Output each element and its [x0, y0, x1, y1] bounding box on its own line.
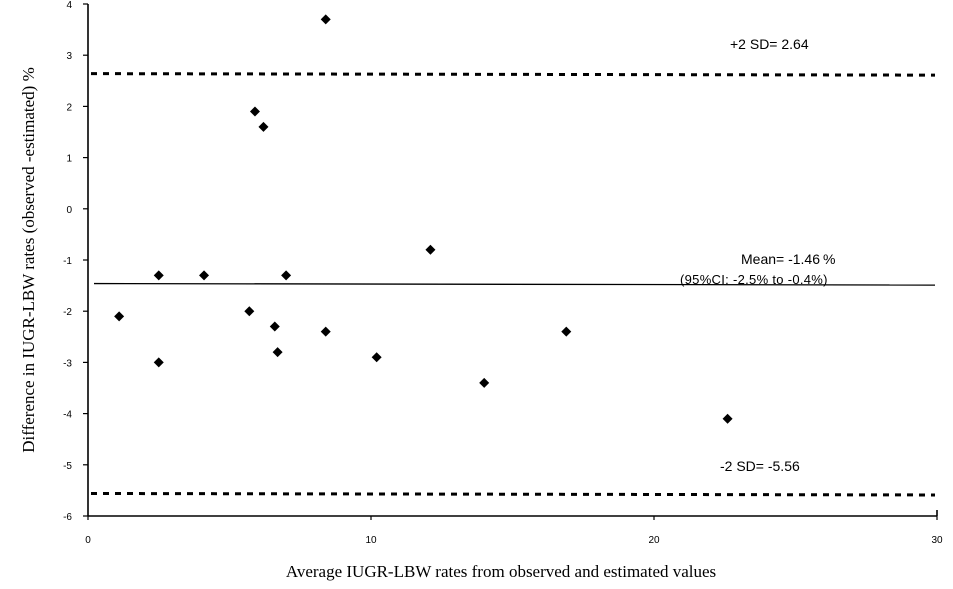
data-point-marker	[371, 352, 382, 363]
mean-label: Mean= -1.46%	[741, 251, 835, 267]
mean-label-unit: %	[823, 251, 835, 267]
data-point-marker	[272, 347, 283, 358]
data-point-marker	[153, 357, 164, 368]
x-tick-label: 10	[365, 535, 377, 546]
data-points	[114, 14, 733, 424]
data-point-marker	[199, 270, 210, 281]
data-point-marker	[320, 326, 331, 337]
upper-sd-line	[90, 72, 936, 77]
y-tick-label: 1	[66, 154, 72, 165]
data-point-marker	[320, 14, 331, 25]
x-axis-ticks: 0 10 20 30	[85, 516, 943, 546]
upper-sd-label: +2 SD= 2.64	[730, 36, 809, 52]
data-point-marker	[114, 311, 125, 322]
data-point-marker	[269, 321, 280, 332]
y-tick-label: -1	[63, 256, 72, 267]
y-tick-label: 2	[66, 102, 72, 113]
y-tick-label: -2	[63, 307, 72, 318]
data-point-marker	[425, 244, 436, 255]
mean-label-text: Mean= -1.46	[741, 251, 820, 267]
y-tick-label: -6	[63, 512, 72, 523]
y-axis-title: Difference in IUGR-LBW rates (observed -…	[19, 67, 38, 453]
data-point-marker	[258, 121, 269, 132]
mean-line	[93, 282, 936, 286]
x-axis-title: Average IUGR-LBW rates from observed and…	[286, 562, 716, 581]
data-point-marker	[244, 306, 255, 317]
y-axis-ticks: 4 3 2 1 0 -1 -2 -3 -4 -5 -6	[63, 0, 88, 523]
data-point-marker	[153, 270, 164, 281]
x-tick-label: 20	[648, 535, 660, 546]
lower-sd-line	[90, 491, 936, 497]
reference-lines	[90, 72, 936, 497]
data-point-marker	[281, 270, 292, 281]
data-point-marker	[722, 413, 733, 424]
y-tick-label: -3	[63, 358, 72, 369]
mean-ci-label: (95%CI: -2.5% to -0.4%)	[680, 272, 828, 287]
y-tick-label: 4	[66, 0, 72, 11]
data-point-marker	[249, 106, 260, 117]
x-tick-label: 0	[85, 535, 91, 546]
y-tick-label: 3	[66, 51, 72, 62]
y-tick-label: -5	[63, 461, 72, 472]
data-point-marker	[479, 377, 490, 388]
data-point-marker	[561, 326, 572, 337]
y-tick-label: -4	[63, 410, 72, 421]
y-tick-label: 0	[66, 205, 72, 216]
lower-sd-label: -2 SD= -5.56	[720, 458, 800, 474]
x-tick-label: 30	[931, 535, 943, 546]
